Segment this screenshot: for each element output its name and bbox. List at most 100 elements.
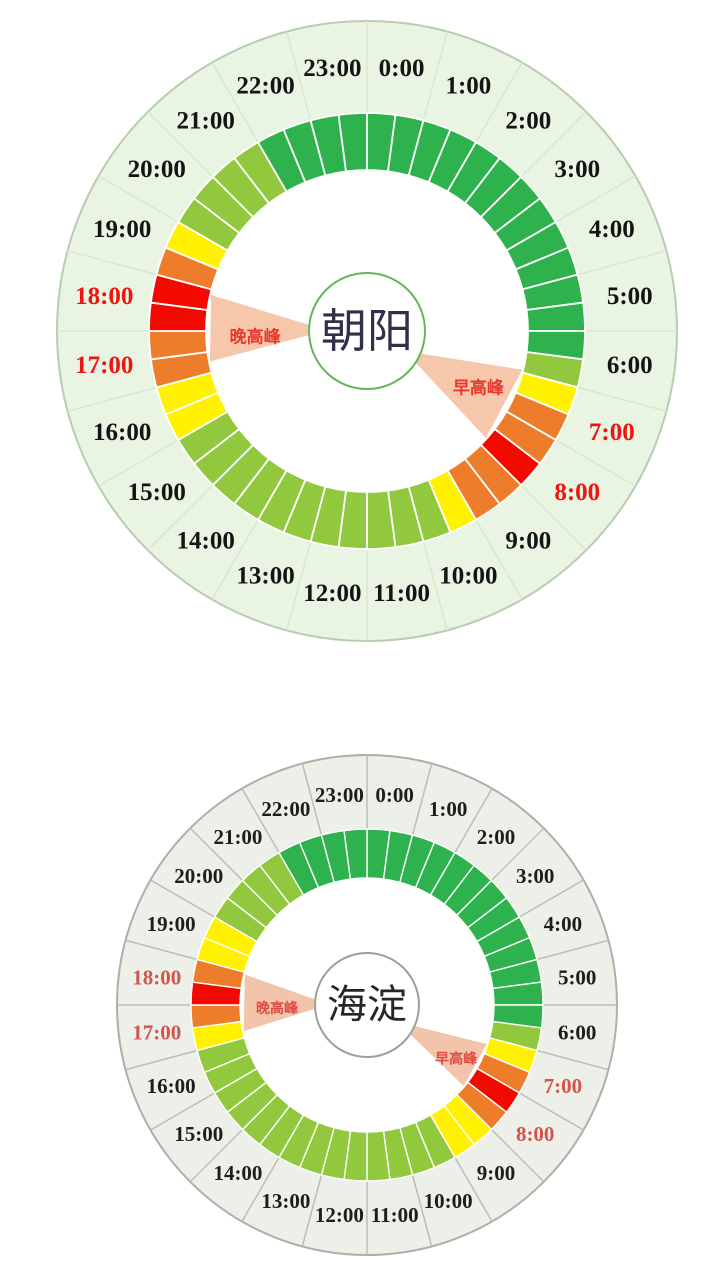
hour-sector-divider [534,1049,609,1071]
hour-label-14: 14:00 [177,528,235,555]
hour-label-15: 15:00 [128,479,186,506]
hour-sector-divider [453,788,493,855]
hour-label-19: 19:00 [93,216,151,243]
hour-sector-divider [189,1127,245,1183]
morning-peak-label: 早高峰 [435,1051,478,1067]
hour-label-21: 21:00 [213,825,262,849]
hour-sector-divider [553,438,636,487]
district-label: 海淀 [327,983,407,1027]
hour-label-12: 12:00 [303,580,361,607]
hour-label-23: 23:00 [303,55,361,82]
hour-label-12: 12:00 [315,1203,364,1227]
morning-peak-label: 早高峰 [453,377,505,397]
hour-sector-divider [286,539,312,631]
hour-label-9: 9:00 [477,1161,516,1185]
evening-peak-wedge [209,295,310,362]
hour-sector-divider [411,1172,433,1247]
hour-sector-divider [553,175,636,224]
hour-sector-divider [422,539,448,631]
hour-label-10: 10:00 [424,1189,473,1213]
hour-label-18: 18:00 [132,965,181,989]
hour-label-0: 0:00 [375,783,414,807]
hour-label-3: 3:00 [516,864,555,888]
hour-sector-divider [147,483,215,551]
hour-label-19: 19:00 [147,912,196,936]
hour-sector-divider [517,1091,584,1131]
hour-label-3: 3:00 [554,156,600,183]
hour-label-20: 20:00 [174,864,223,888]
hour-sector-divider [241,788,281,855]
hour-label-9: 9:00 [505,528,551,555]
evening-peak-label: 晚高峰 [256,1000,299,1016]
center-circle [314,952,420,1058]
hour-label-1: 1:00 [429,797,468,821]
hour-sector-divider [489,1127,545,1183]
hour-sector-divider [211,517,260,600]
hour-label-1: 1:00 [445,73,491,100]
hour-sector-divider [241,1155,281,1222]
hour-sector-divider [211,62,260,145]
hour-label-5: 5:00 [607,283,653,310]
hour-label-0: 0:00 [379,55,425,82]
morning-peak-wedge [410,1026,487,1086]
hour-label-14: 14:00 [213,1161,262,1185]
hour-sector-divider [519,483,587,551]
hour-sector-divider [489,827,545,883]
hour-label-7: 7:00 [589,419,635,446]
hour-sector-divider [150,1091,217,1131]
hour-sector-divider [147,111,215,179]
hour-label-5: 5:00 [558,965,597,989]
hour-sector-divider [125,1049,200,1071]
hour-label-4: 4:00 [589,216,635,243]
hour-label-21: 21:00 [177,107,235,134]
hour-label-6: 6:00 [607,352,653,379]
hour-sector-divider [474,517,523,600]
hour-label-11: 11:00 [371,1203,419,1227]
hour-label-11: 11:00 [373,580,430,607]
hour-label-16: 16:00 [147,1074,196,1098]
hour-sector-divider [422,31,448,123]
evening-peak-label: 晚高峰 [230,326,282,346]
hour-label-8: 8:00 [516,1122,555,1146]
half-hour-segment-47 [343,828,368,880]
morning-peak-wedge [415,353,523,439]
hour-label-23: 23:00 [315,783,364,807]
evening-peak-wedge [243,974,316,1032]
hour-sector-divider [150,879,217,919]
hour-sector-divider [575,250,667,276]
half-hour-segment-47 [337,112,368,173]
hour-sector-divider [517,879,584,919]
hour-sector-divider [519,111,587,179]
chaoyang-clock-chart: 早高峰 晚高峰 朝阳 0:00 1:00 2:003:00 4:00 5:00 6:00 7:00… [56,20,678,642]
hour-label-13: 13:00 [261,1189,310,1213]
hour-label-4: 4:00 [544,912,583,936]
hour-label-8: 8:00 [554,479,600,506]
hour-sector-divider [67,386,159,412]
hour-label-16: 16:00 [93,419,151,446]
district-label: 朝阳 [321,305,413,357]
hour-sector-divider [411,763,433,838]
hour-sector-divider [189,827,245,883]
hour-sector-divider [98,438,181,487]
hour-label-7: 7:00 [544,1074,583,1098]
hour-sector-divider [301,1172,323,1247]
hour-label-17: 17:00 [75,352,133,379]
hour-label-22: 22:00 [261,797,310,821]
hour-label-2: 2:00 [477,825,516,849]
hour-sector-divider [534,939,609,961]
hour-sector-divider [286,31,312,123]
hour-label-13: 13:00 [236,562,294,589]
hour-sector-divider [98,175,181,224]
hour-label-15: 15:00 [174,1122,223,1146]
hour-sector-divider [67,250,159,276]
hour-label-18: 18:00 [75,283,133,310]
hour-label-17: 17:00 [132,1021,181,1045]
hour-label-6: 6:00 [558,1021,597,1045]
hour-sector-divider [125,939,200,961]
hour-sector-divider [301,763,323,838]
hour-label-10: 10:00 [439,562,497,589]
hour-sector-divider [453,1155,493,1222]
hour-sector-divider [474,62,523,145]
